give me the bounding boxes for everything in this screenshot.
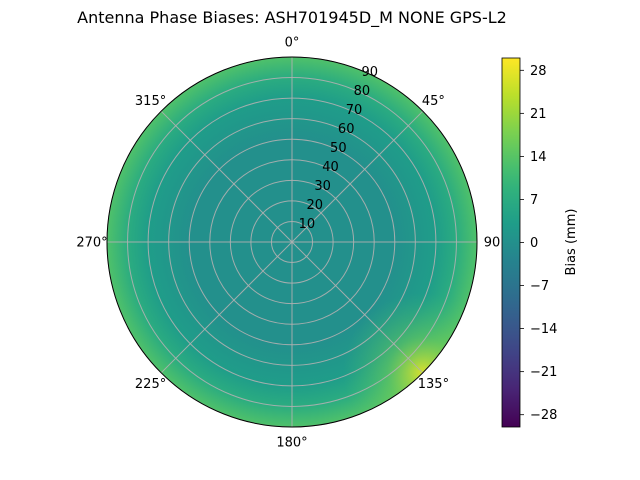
- theta-gridline: [291, 241, 424, 374]
- theta-gridline: [160, 241, 293, 374]
- radial-tick-label: 50: [330, 141, 347, 156]
- colorbar: 28 21 14 7 0 −7 −14 −21 −28 Bias (mm): [501, 57, 579, 428]
- radial-tick-label: 10: [299, 217, 316, 232]
- theta-tick-label: 0°: [285, 36, 300, 51]
- theta-tick-label: 225°: [135, 377, 166, 392]
- theta-tick-label: 135°: [418, 377, 449, 392]
- radial-tick-label: 30: [314, 179, 331, 194]
- colorbar-tick-label: 21: [530, 107, 547, 122]
- colorbar-tick-label: 7: [530, 193, 538, 208]
- polar-plot-area: 0° 45° 90 135° 180° 225° 270° 315° 10 20 30 40 50 60…: [76, 36, 500, 451]
- chart-title: Antenna Phase Biases: ASH701945D_M NONE …: [77, 8, 507, 28]
- theta-tick-label: 45°: [422, 94, 445, 109]
- theta-tick-labels: 0° 45° 90 135° 180° 225° 270° 315°: [76, 36, 500, 451]
- radial-tick-label: 20: [306, 198, 323, 213]
- radial-tick-label: 70: [346, 103, 363, 118]
- theta-tick-label: 180°: [276, 436, 307, 451]
- theta-tick-label: 270°: [76, 236, 107, 251]
- colorbar-tick-label: −28: [530, 408, 557, 423]
- theta-gridline: [291, 110, 424, 243]
- radial-tick-labels: 10 20 30 40 50 60 70 80 90: [299, 65, 378, 232]
- radial-tick-label: 60: [338, 122, 355, 137]
- radial-tick-label: 90: [362, 65, 379, 80]
- colorbar-tick-label: −21: [530, 365, 557, 380]
- colorbar-tick-label: −14: [530, 322, 557, 337]
- radial-tick-label: 40: [322, 160, 339, 175]
- colorbar-tick-label: 0: [530, 236, 538, 251]
- polar-grid: [106, 56, 478, 428]
- theta-gridline: [160, 110, 293, 243]
- colorbar-tick-label: 28: [530, 64, 547, 79]
- colorbar-tick-label: −7: [530, 279, 549, 294]
- colorbar-tick-label: 14: [530, 150, 547, 165]
- colorbar-gradient: [501, 57, 521, 428]
- theta-tick-label: 90: [484, 236, 501, 251]
- radial-tick-label: 80: [354, 84, 371, 99]
- colorbar-ticks: 28 21 14 7 0 −7 −14 −21 −28: [520, 64, 557, 423]
- colorbar-label: Bias (mm): [564, 209, 579, 276]
- theta-tick-label: 315°: [135, 94, 166, 109]
- polar-outline: [106, 56, 478, 428]
